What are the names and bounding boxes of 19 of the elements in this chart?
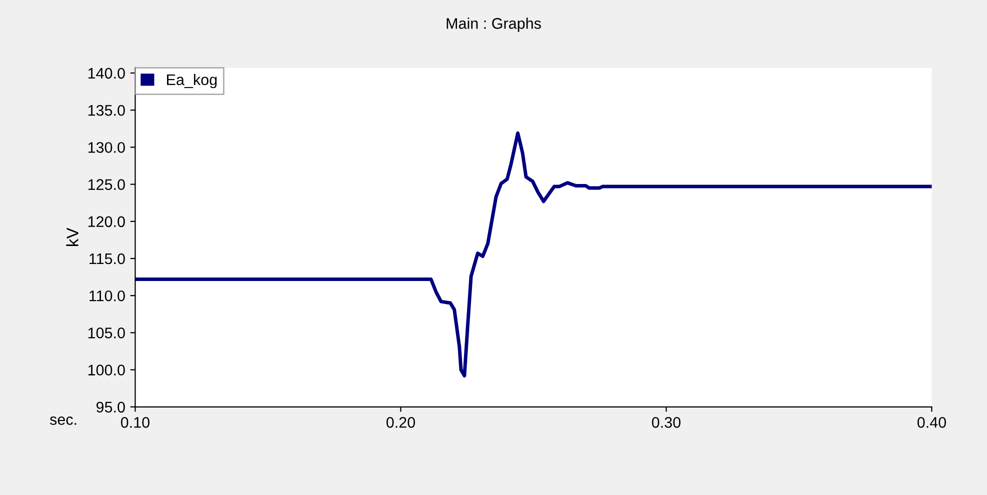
chart-title: Main : Graphs (446, 18, 541, 32)
x-tick-label: 0.30 (652, 417, 680, 428)
y-tick-label: 100.0 (88, 364, 125, 376)
y-tick-label: 125.0 (88, 179, 125, 190)
y-tick-label: 130.0 (88, 142, 125, 153)
line-series (135, 131, 932, 378)
y-tick-label: 115.0 (90, 253, 125, 264)
y-tick-label: 105.0 (88, 328, 125, 338)
x-tick-label: 0.10 (120, 417, 150, 428)
legend-label: Ea_kog (167, 74, 217, 88)
y-axis-title: kV (66, 228, 78, 246)
x-axis-title: sec. (50, 416, 76, 425)
y-tick-label: 135.0 (88, 104, 125, 116)
y-tick-label: 140.0 (88, 68, 125, 79)
x-tick-label: 0.40 (917, 417, 946, 428)
x-tick-label: 0.20 (386, 417, 415, 428)
y-tick-label: 95.0 (96, 402, 125, 413)
y-tick-label: 120.0 (88, 216, 125, 228)
y-tick-label: 110.0 (90, 290, 125, 302)
